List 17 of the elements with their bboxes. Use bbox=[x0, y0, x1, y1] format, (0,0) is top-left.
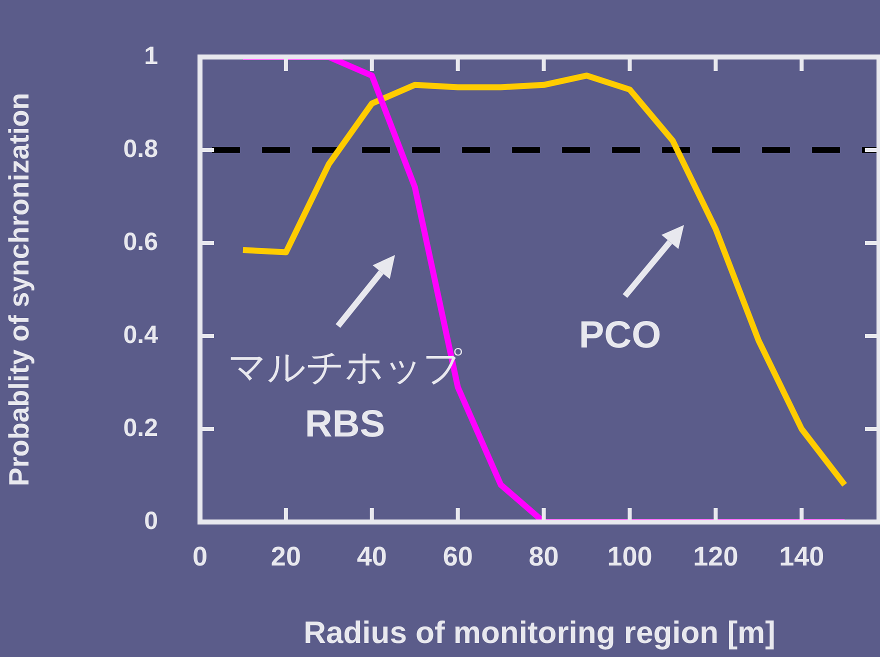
x-tick-label: 20 bbox=[270, 542, 301, 572]
y-tick-label: 0.4 bbox=[123, 320, 158, 349]
x-axis-title: Radius of monitoring region [m] bbox=[304, 614, 776, 650]
y-tick-label: 0.6 bbox=[123, 228, 158, 256]
x-tick-label: 60 bbox=[442, 542, 473, 572]
x-tick-label: 80 bbox=[528, 542, 559, 572]
y-tick-label: 1 bbox=[144, 42, 158, 70]
x-tick-label: 120 bbox=[693, 542, 738, 572]
x-tick-label: 140 bbox=[779, 542, 824, 572]
annotation: PCO bbox=[578, 314, 662, 356]
x-tick-label: 100 bbox=[607, 542, 652, 572]
x-tick-label: 40 bbox=[356, 542, 387, 572]
y-tick-label: 0.8 bbox=[123, 134, 158, 163]
y-tick-label: 0.2 bbox=[123, 414, 158, 442]
x-tick-label: 0 bbox=[192, 542, 208, 572]
y-axis-title: Probablity of synchronization bbox=[4, 92, 35, 486]
y-tick-label: 0 bbox=[144, 506, 158, 535]
